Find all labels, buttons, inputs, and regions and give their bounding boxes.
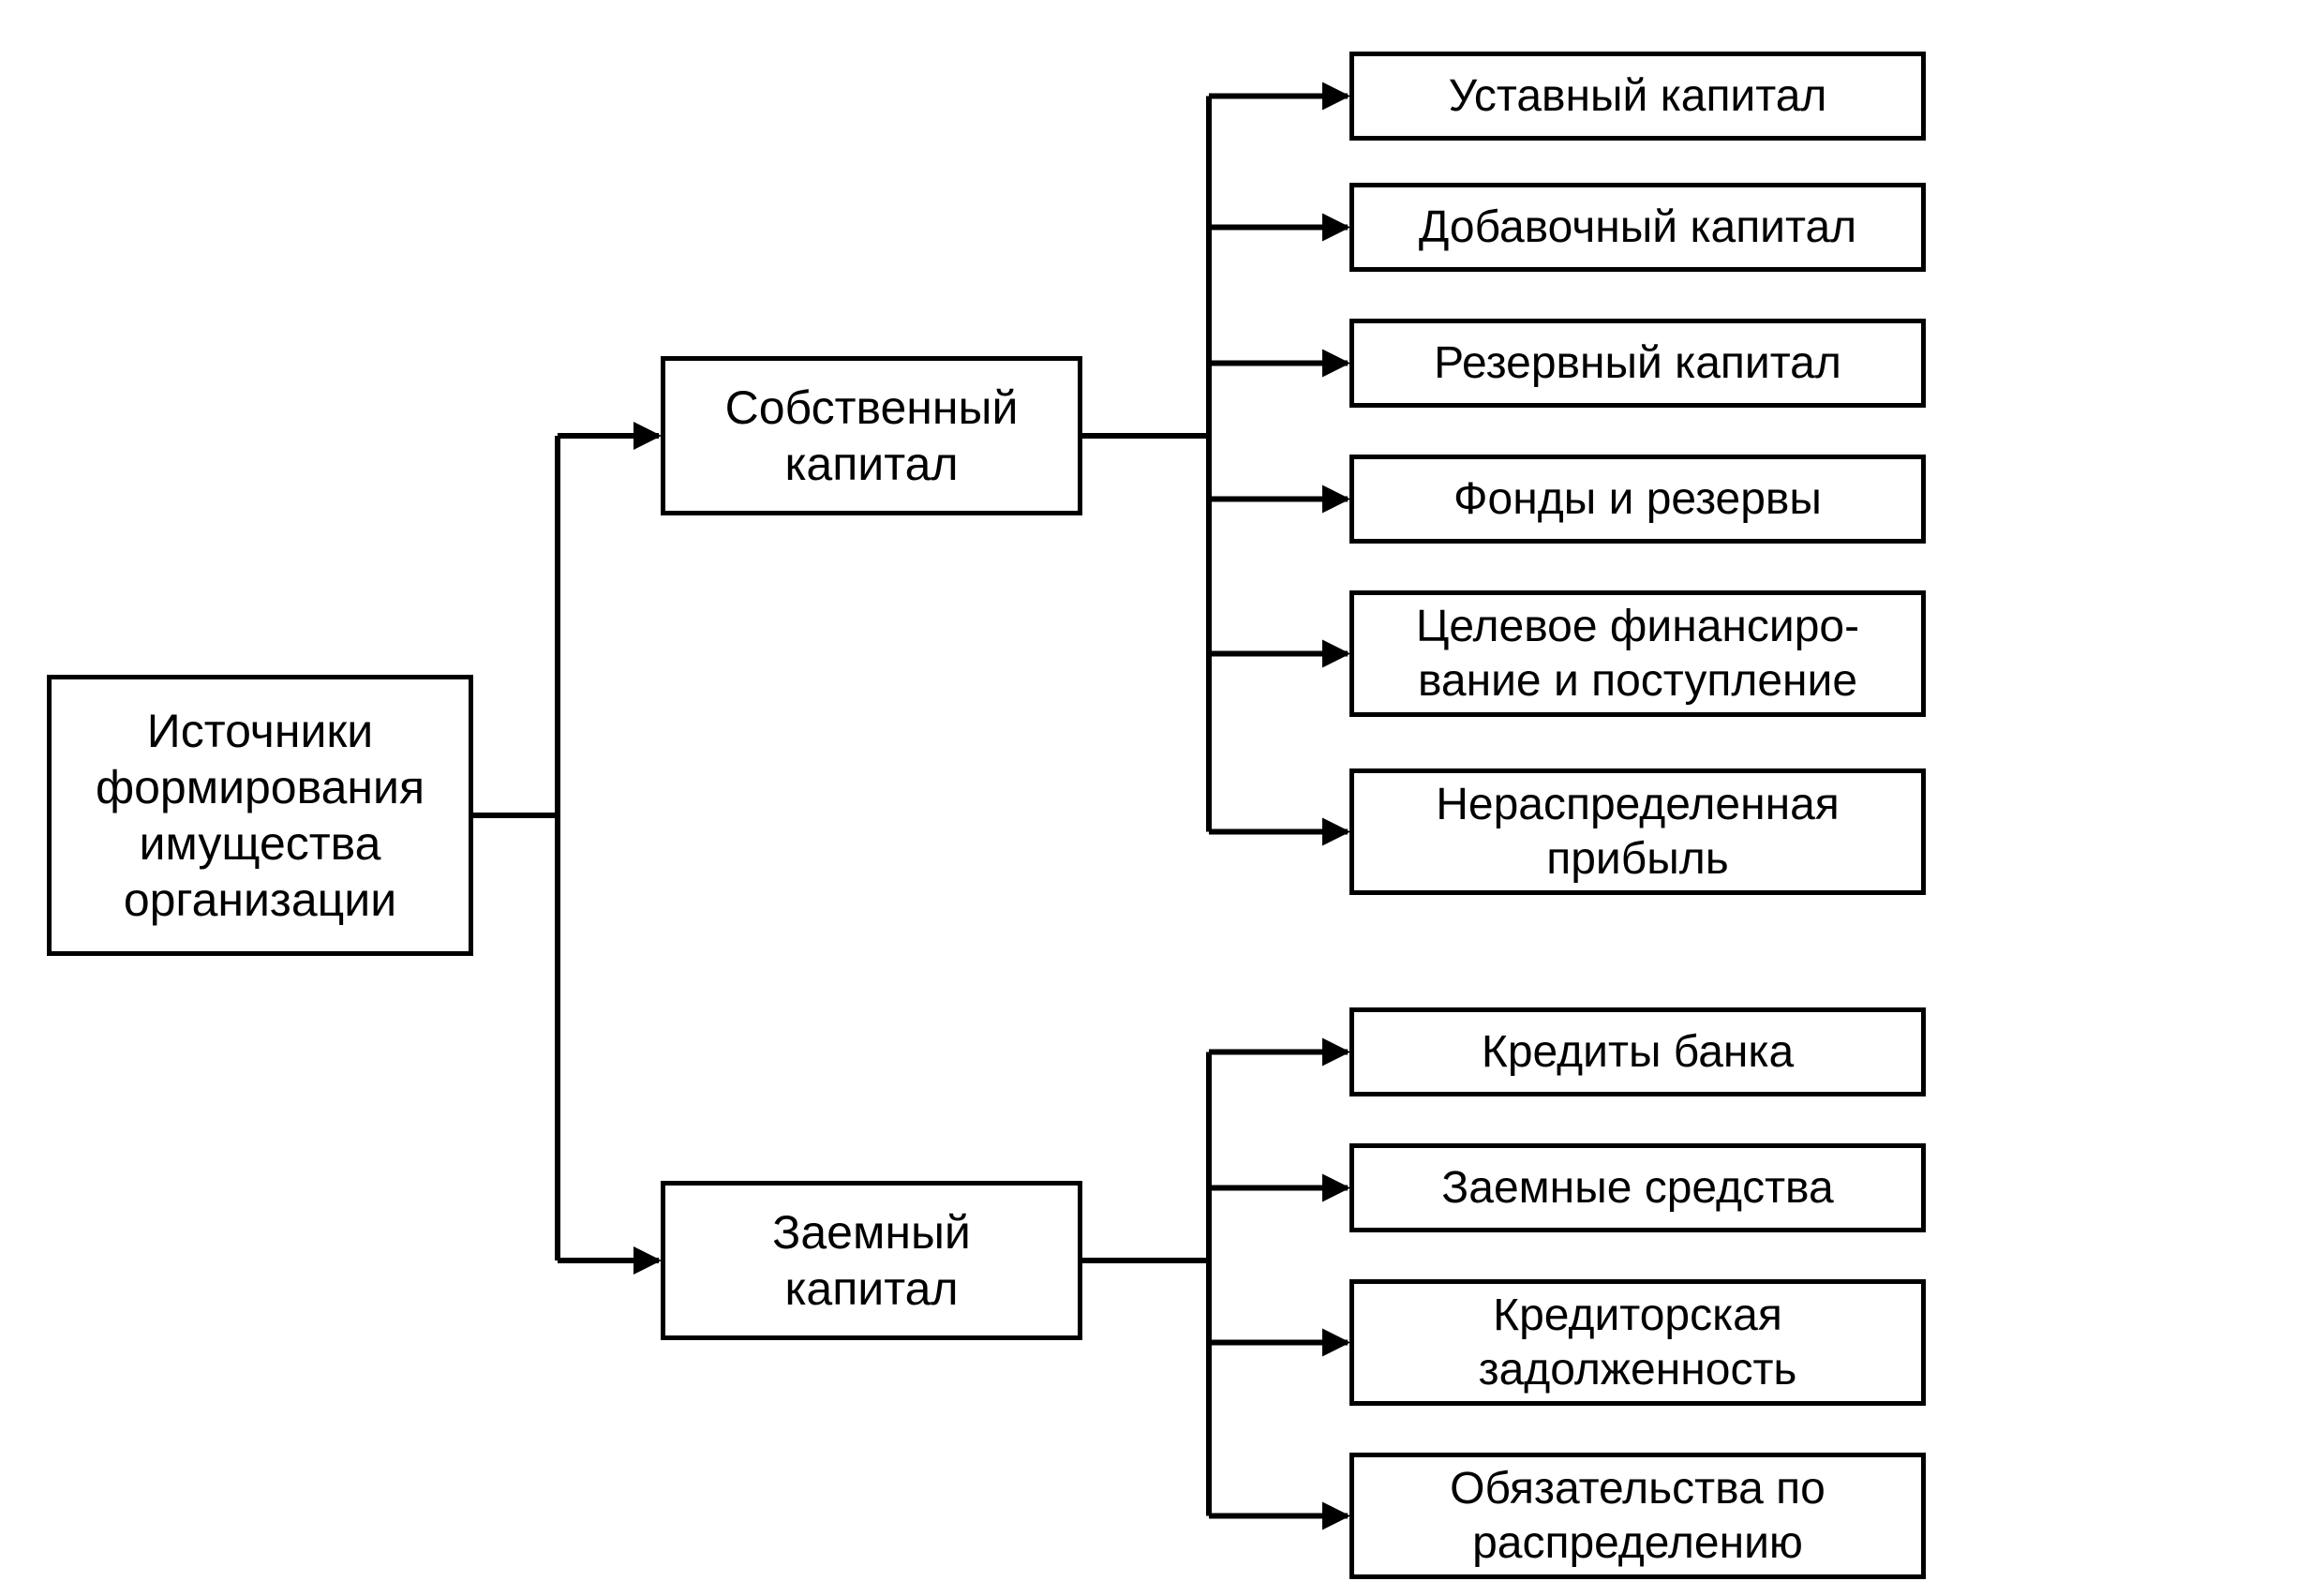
node-label-l2: Добавочный капитал xyxy=(1419,201,1856,255)
node-label-l4: Фонды и резервы xyxy=(1453,472,1822,527)
node-label-l9: Кредиторскаязадолженность xyxy=(1479,1289,1797,1396)
node-l9: Кредиторскаязадолженность xyxy=(1349,1279,1926,1406)
node-debt: Заемныйкапитал xyxy=(661,1181,1082,1340)
node-l8: Заемные средства xyxy=(1349,1143,1926,1232)
node-label-debt: Заемныйкапитал xyxy=(772,1204,971,1317)
node-label-l8: Заемные средства xyxy=(1441,1161,1833,1216)
node-l4: Фонды и резервы xyxy=(1349,455,1926,544)
node-label-l6: Нераспределеннаяприбыль xyxy=(1436,778,1840,886)
node-root: Источникиформированияимуществаорганизаци… xyxy=(47,675,473,956)
node-label-l10: Обязательства пораспределению xyxy=(1450,1462,1826,1570)
node-label-own: Собственныйкапитал xyxy=(725,380,1019,492)
node-own: Собственныйкапитал xyxy=(661,356,1082,515)
node-label-root: Источникиформированияимуществаорганизаци… xyxy=(96,703,425,928)
node-label-l3: Резервный капитал xyxy=(1434,336,1841,391)
node-l1: Уставный капитал xyxy=(1349,52,1926,141)
node-label-l5: Целевое финансиро-вание и поступление xyxy=(1416,600,1859,708)
node-l2: Добавочный капитал xyxy=(1349,183,1926,272)
node-l5: Целевое финансиро-вание и поступление xyxy=(1349,590,1926,717)
node-label-l7: Кредиты банка xyxy=(1482,1025,1794,1080)
node-l10: Обязательства пораспределению xyxy=(1349,1453,1926,1579)
node-label-l1: Уставный капитал xyxy=(1449,69,1827,124)
node-l3: Резервный капитал xyxy=(1349,319,1926,408)
node-l6: Нераспределеннаяприбыль xyxy=(1349,768,1926,895)
node-l7: Кредиты банка xyxy=(1349,1007,1926,1096)
